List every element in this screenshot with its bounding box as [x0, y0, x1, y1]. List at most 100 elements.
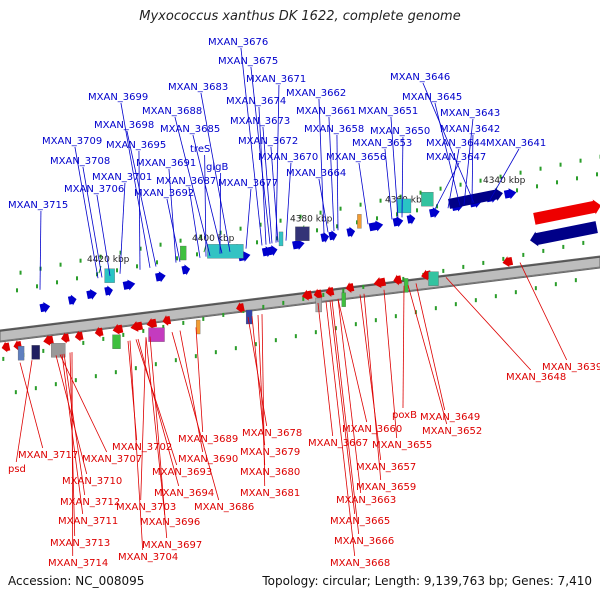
track-tick	[596, 172, 599, 177]
track-tick	[459, 182, 462, 187]
leader-line	[171, 332, 220, 501]
gene-arrow	[368, 220, 384, 232]
track-tick	[436, 204, 439, 209]
gene-label: MXAN_3692	[134, 188, 194, 199]
feature-box	[31, 345, 40, 360]
track-tick	[514, 290, 517, 295]
track-tick	[222, 312, 225, 317]
leader-line	[192, 134, 223, 254]
track-tick	[196, 252, 199, 257]
feature-box	[278, 231, 284, 247]
leader-line	[519, 262, 568, 361]
leader-line	[489, 148, 520, 200]
gene-label: MXAN_3646	[390, 72, 450, 83]
gene-arrow	[155, 271, 166, 283]
track-tick	[559, 162, 562, 167]
gene-label: MXAN_3655	[372, 440, 432, 451]
gene-arrow	[146, 318, 158, 329]
leader-line	[140, 337, 147, 501]
gene-label: MXAN_3656	[326, 152, 386, 163]
gene-arrow	[236, 302, 245, 314]
gene-arrow	[122, 279, 136, 291]
leader-line	[358, 162, 369, 225]
feature-box	[180, 245, 187, 261]
track-tick	[536, 184, 539, 189]
track-tick	[34, 386, 37, 391]
gene-label: MXAN_3676	[208, 37, 268, 48]
gene-label: MXAN_3701	[92, 172, 152, 183]
gene-label: MXAN_3689	[178, 434, 238, 445]
gene-arrow	[373, 277, 387, 288]
gene-arrow	[502, 256, 514, 268]
leader-line	[359, 294, 382, 461]
track-tick	[442, 268, 445, 273]
leader-line	[245, 188, 252, 249]
track-tick	[276, 236, 279, 241]
track-tick	[576, 176, 579, 181]
leader-line	[390, 116, 399, 219]
leader-line	[126, 130, 157, 267]
feature-box	[17, 346, 25, 361]
track-tick	[239, 226, 242, 231]
track-tick	[176, 256, 179, 261]
track-tick	[179, 238, 182, 243]
gene-label: MXAN_3704	[118, 552, 178, 563]
track-tick	[334, 326, 337, 331]
track-tick	[259, 222, 262, 227]
leader-line	[285, 162, 292, 241]
leader-line	[258, 106, 267, 245]
gene-label: MXAN_3665	[330, 516, 390, 527]
gene-label: MXAN_3643	[440, 108, 500, 119]
leader-line	[166, 198, 181, 262]
gene-arrow	[112, 323, 124, 335]
scale-label: 4340 kbp	[483, 176, 526, 186]
leader-line	[331, 300, 360, 535]
track-tick	[374, 318, 377, 323]
track-tick	[156, 260, 159, 265]
track-tick	[362, 284, 365, 289]
track-tick	[434, 306, 437, 311]
gene-arrow	[406, 213, 416, 225]
track-tick	[394, 314, 397, 319]
leader-line	[318, 98, 325, 234]
track-tick	[94, 374, 97, 379]
gene-label: MXAN_3664	[286, 168, 346, 179]
track-tick	[579, 158, 582, 163]
track-tick	[116, 268, 119, 273]
track-tick	[454, 302, 457, 307]
track-tick	[194, 354, 197, 359]
track-tick	[359, 202, 362, 207]
gene-label: MXAN_3713	[50, 538, 110, 549]
track-tick	[419, 190, 422, 195]
track-tick	[302, 296, 305, 301]
leader-line	[318, 178, 329, 233]
feature-box	[195, 319, 201, 335]
track-tick	[154, 362, 157, 367]
track-tick	[2, 356, 5, 361]
leader-line	[262, 126, 273, 244]
gene-arrow	[39, 302, 51, 313]
gene-arrow	[392, 216, 404, 228]
gene-label: MXAN_3647	[426, 152, 486, 163]
gene-arrow	[292, 239, 305, 250]
gene-label: MXAN_3653	[352, 138, 412, 149]
gene-arrow	[162, 315, 172, 326]
feature-box	[51, 343, 66, 358]
track-tick	[354, 322, 357, 327]
track-tick	[519, 170, 522, 175]
leader-line	[471, 134, 474, 204]
leader-line	[135, 339, 178, 466]
track-tick	[214, 350, 217, 355]
track-tick	[139, 246, 142, 251]
track-tick	[159, 242, 162, 247]
gene-label: MXAN_3710	[62, 476, 122, 487]
leader-line	[384, 148, 393, 220]
leader-line	[275, 84, 280, 243]
leader-line	[119, 182, 126, 274]
track-tick	[539, 166, 542, 171]
gene-label: MXAN_3681	[240, 488, 300, 499]
track-tick	[516, 188, 519, 193]
track-tick	[99, 254, 102, 259]
gene-label: MXAN_3670	[258, 152, 318, 163]
track-tick	[82, 340, 85, 345]
